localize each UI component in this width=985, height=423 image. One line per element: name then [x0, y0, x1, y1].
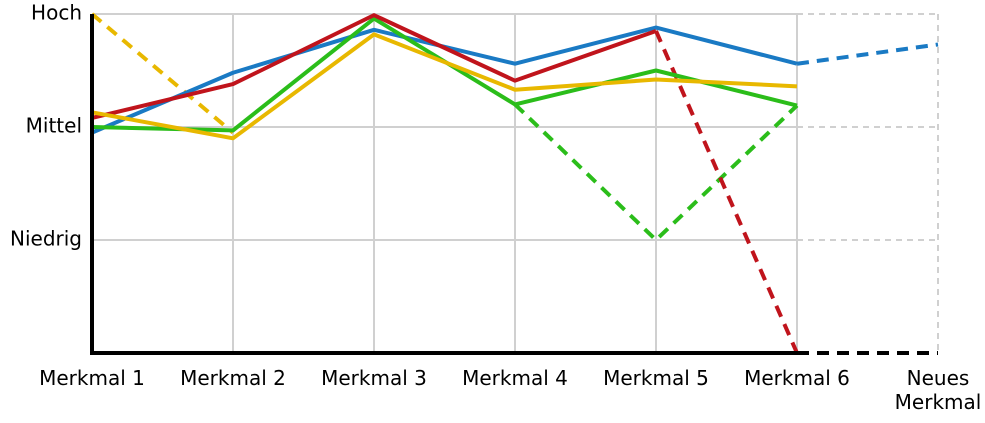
x-tick-label: Neues Merkmal — [894, 366, 982, 414]
line-series — [91, 13, 657, 120]
y-tick-label: Hoch — [31, 1, 82, 25]
line-series — [90, 12, 235, 135]
line-series — [513, 102, 799, 242]
x-tick-label: Merkmal 2 — [180, 366, 286, 390]
line-series — [91, 32, 798, 141]
y-tick-label: Mittel — [26, 114, 82, 138]
x-tick-label: Merkmal 5 — [603, 366, 709, 390]
line-series — [796, 42, 939, 66]
y-tick-label: Niedrig — [10, 227, 82, 251]
x-tick-label: Merkmal 4 — [462, 366, 568, 390]
x-tick-label: Merkmal 1 — [39, 366, 145, 390]
x-tick-label: Merkmal 3 — [321, 366, 427, 390]
x-tick-label: Merkmal 6 — [744, 366, 850, 390]
